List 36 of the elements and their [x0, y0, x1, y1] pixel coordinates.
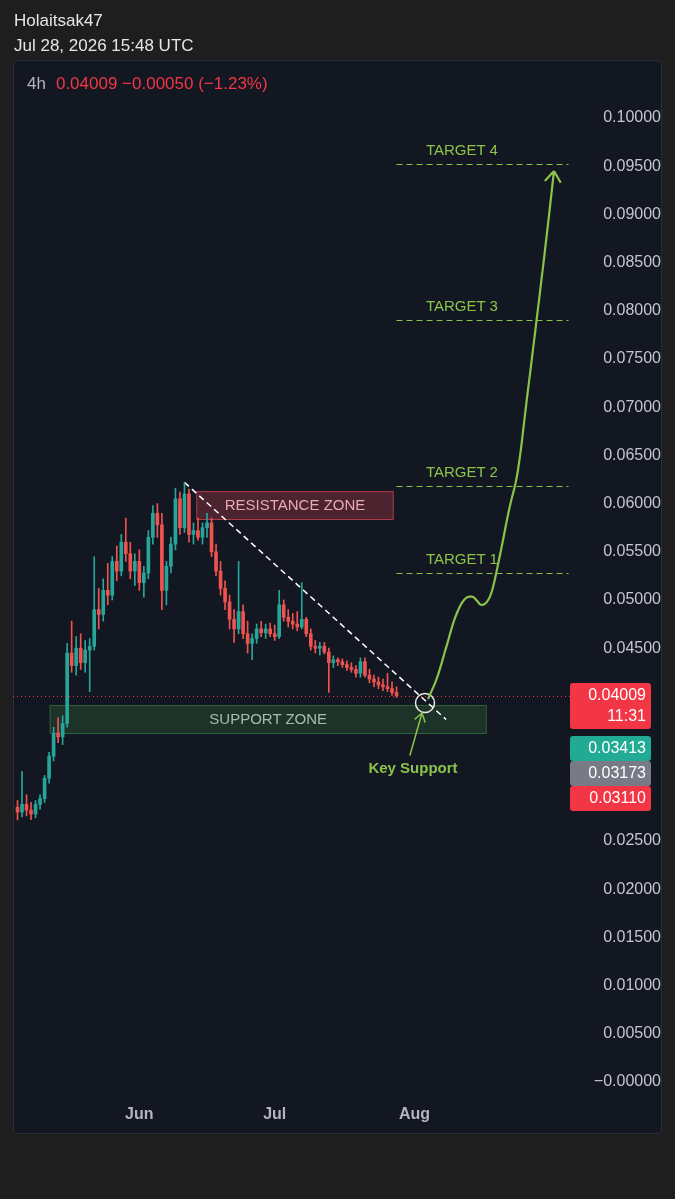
- y-tick-label: 0.08000: [603, 301, 662, 319]
- y-tick-label: 0.05500: [603, 542, 662, 560]
- band-label: RESISTANCE ZONE: [224, 495, 366, 513]
- band-label: SUPPORT ZONE: [209, 709, 328, 727]
- text: 0.03110: [589, 788, 647, 806]
- y-tick-label: 0.07500: [603, 349, 662, 367]
- y-tick-label: 0.00500: [603, 1024, 662, 1042]
- y-tick-label: 0.08500: [603, 253, 662, 271]
- y-tick-label: 0.02000: [603, 879, 662, 897]
- chart-title: 4h: [27, 74, 46, 93]
- y-tick-label: 0.05000: [603, 590, 662, 608]
- ref-line-label: TARGET 4: [425, 140, 498, 158]
- y-tick-label: 0.10000: [603, 108, 662, 126]
- y-tick-label: −0.00000: [593, 1072, 662, 1090]
- annotation: Key Support: [368, 759, 458, 777]
- text: 0.03173: [588, 763, 647, 781]
- text: Jul 28, 2026 15:48 UTC: [14, 35, 194, 57]
- y-tick-label: 0.09000: [603, 204, 662, 222]
- y-tick-label: 0.04500: [603, 638, 662, 656]
- y-tick-label: 0.07000: [603, 397, 662, 415]
- x-tick-label: Jul: [263, 1105, 287, 1123]
- chart-subtitle: 0.04009 −0.00050 (−1.23%): [55, 74, 268, 93]
- ref-line-label: TARGET 3: [425, 296, 498, 314]
- x-tick-label: Jun: [125, 1105, 154, 1123]
- text: 0.03413: [588, 738, 647, 756]
- y-tick-label: 0.06500: [603, 445, 662, 463]
- x-tick-label: Aug: [399, 1105, 431, 1123]
- y-tick-label: 0.01000: [603, 976, 662, 994]
- y-tick-label: 0.09500: [603, 156, 662, 174]
- y-tick-label: 0.02500: [603, 831, 662, 849]
- y-tick-label: 0.01500: [603, 927, 662, 945]
- ref-line-label: TARGET 1: [425, 549, 498, 567]
- ref-line-label: 0.04009 11:31: [588, 685, 647, 724]
- ref-line-label: TARGET 2: [425, 462, 498, 480]
- text: Holaitsak47: [14, 10, 104, 32]
- y-tick-label: 0.06000: [603, 494, 662, 512]
